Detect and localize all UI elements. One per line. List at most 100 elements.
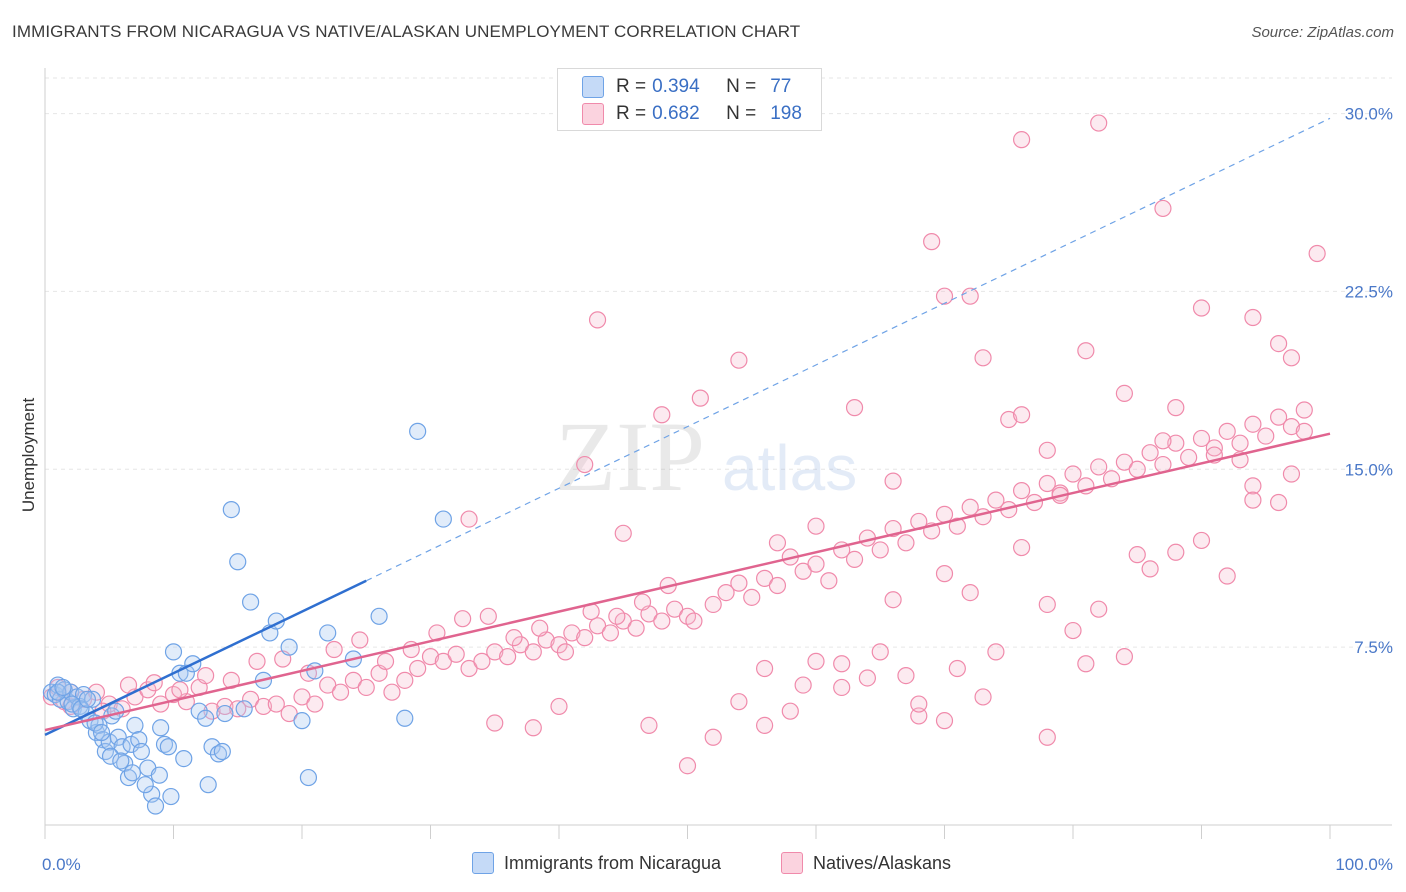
native-point bbox=[974, 349, 992, 367]
native-point bbox=[1115, 453, 1134, 471]
nicaragua-point bbox=[235, 700, 253, 718]
native-point bbox=[1038, 728, 1056, 746]
watermark-atlas: atlas bbox=[722, 432, 857, 504]
nicaragua-point bbox=[132, 742, 150, 761]
native-point bbox=[961, 583, 979, 602]
nicaragua-point bbox=[152, 719, 170, 737]
native-point bbox=[910, 695, 928, 713]
nicaragua-point bbox=[190, 702, 208, 720]
native-point bbox=[948, 517, 966, 535]
native-point bbox=[1192, 429, 1211, 448]
native-point bbox=[743, 588, 761, 606]
nicaragua-point bbox=[96, 742, 114, 761]
native-point bbox=[935, 712, 954, 730]
legend-r-label: R = bbox=[616, 76, 647, 97]
native-point bbox=[1295, 422, 1313, 440]
nicaragua-point bbox=[101, 747, 120, 765]
legend-r-value: 0.682 bbox=[652, 103, 700, 124]
nicaragua-point bbox=[136, 776, 154, 794]
native-point bbox=[1141, 560, 1159, 578]
legend-n-label: N = bbox=[726, 103, 757, 124]
native-point bbox=[730, 574, 748, 592]
native-point bbox=[884, 472, 902, 490]
nicaragua-point bbox=[242, 593, 260, 611]
native-point bbox=[1244, 491, 1262, 509]
native-point bbox=[755, 569, 774, 587]
nicaragua-point bbox=[203, 738, 221, 756]
native-point bbox=[601, 624, 620, 642]
native-point bbox=[447, 645, 465, 663]
native-point bbox=[1154, 199, 1172, 218]
nicaragua-point bbox=[112, 752, 130, 770]
native-point bbox=[1090, 114, 1108, 132]
native-point bbox=[454, 610, 472, 628]
native-point bbox=[1115, 648, 1134, 666]
native-point bbox=[248, 652, 266, 670]
nicaragua-point bbox=[159, 738, 177, 756]
native-point bbox=[961, 498, 979, 516]
native-point bbox=[434, 652, 452, 670]
native-point bbox=[1244, 308, 1262, 327]
native-point bbox=[197, 666, 215, 685]
native-point bbox=[833, 678, 851, 697]
native-point bbox=[897, 666, 915, 685]
nicaragua-point bbox=[199, 776, 217, 794]
native-point bbox=[1064, 465, 1082, 483]
native-point bbox=[293, 688, 311, 706]
nicaragua-point bbox=[319, 624, 337, 642]
y-tick-label: 7.5% bbox=[1354, 638, 1393, 657]
native-point bbox=[768, 534, 787, 552]
native-point bbox=[910, 707, 928, 725]
legend-row-nicaragua: R = 0.394 N = 77 bbox=[582, 74, 791, 100]
native-point bbox=[820, 572, 838, 590]
native-point bbox=[1192, 531, 1211, 550]
trend-line-natives bbox=[44, 432, 1331, 732]
nicaragua-point bbox=[213, 742, 231, 761]
native-point bbox=[486, 714, 504, 732]
native-point bbox=[550, 697, 568, 716]
native-point bbox=[1038, 595, 1056, 614]
native-point bbox=[357, 678, 375, 697]
axes bbox=[44, 68, 1392, 839]
native-point bbox=[948, 659, 966, 678]
native-point bbox=[884, 591, 902, 609]
native-point bbox=[331, 683, 350, 701]
bottom-legend-nicaragua[interactable]: Immigrants from Nicaragua bbox=[472, 852, 721, 874]
native-point bbox=[1115, 384, 1134, 402]
native-point bbox=[1077, 655, 1095, 673]
native-point bbox=[479, 607, 497, 625]
native-point bbox=[1012, 538, 1031, 557]
native-point bbox=[1000, 410, 1018, 429]
nicaragua-point bbox=[146, 797, 165, 815]
native-point bbox=[216, 697, 234, 716]
nicaragua-point bbox=[370, 607, 388, 625]
native-point bbox=[974, 508, 992, 526]
source-label[interactable]: Source: ZipAtlas.com bbox=[1251, 24, 1394, 41]
nicaragua-point bbox=[162, 787, 180, 806]
nicaragua-point bbox=[164, 643, 183, 661]
native-point bbox=[807, 517, 825, 535]
nicaragua-point bbox=[78, 690, 97, 708]
native-point bbox=[306, 695, 324, 713]
native-point bbox=[376, 652, 395, 670]
native-point bbox=[486, 643, 504, 661]
gridlines bbox=[45, 77, 1392, 648]
native-point bbox=[319, 676, 337, 694]
y-axis-label: Unemployment bbox=[19, 398, 38, 513]
chart-title: IMMIGRANTS FROM NICARAGUA VS NATIVE/ALAS… bbox=[12, 22, 801, 41]
native-point bbox=[987, 491, 1005, 509]
legend-n-value: 77 bbox=[770, 76, 792, 97]
x-tick-label: 100.0% bbox=[1335, 855, 1393, 874]
native-point bbox=[1269, 493, 1288, 512]
native-point bbox=[1064, 621, 1082, 640]
nicaragua-point bbox=[306, 662, 324, 680]
native-point bbox=[1141, 444, 1159, 462]
native-point bbox=[1012, 482, 1031, 500]
native-point bbox=[608, 607, 626, 625]
bottom-legend-natives[interactable]: Natives/Alaskans bbox=[781, 852, 951, 874]
native-point bbox=[691, 389, 709, 407]
native-point bbox=[531, 619, 549, 637]
native-point bbox=[1269, 335, 1288, 353]
native-point bbox=[1244, 415, 1262, 433]
native-point bbox=[666, 600, 684, 618]
